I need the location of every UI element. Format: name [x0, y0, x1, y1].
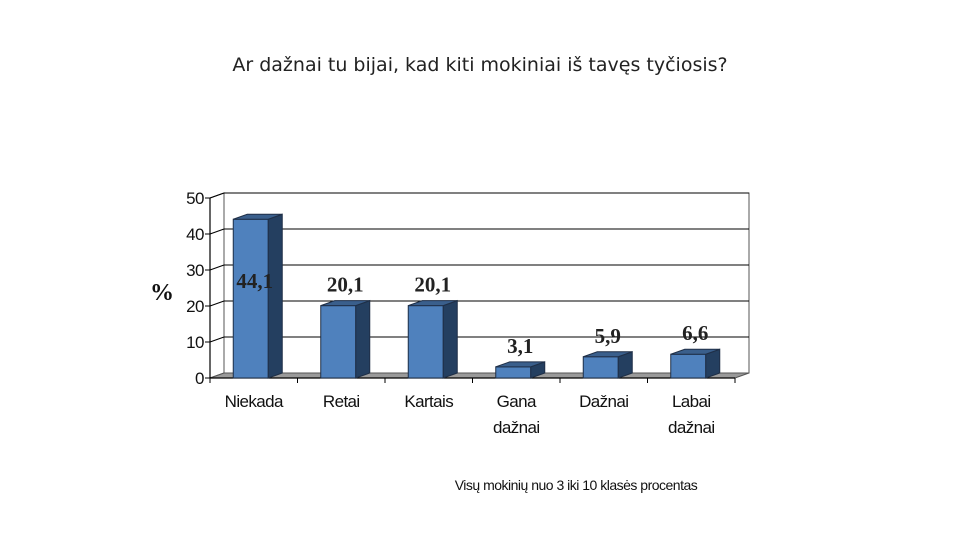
gridline-side	[209, 336, 225, 343]
x-tick-label: dažnai	[668, 418, 715, 437]
data-label: 44,1	[236, 269, 273, 293]
data-label: 20,1	[414, 273, 451, 297]
bar-top	[495, 361, 545, 368]
x-tick-label: Labai	[672, 392, 711, 411]
bar-6	[670, 348, 721, 379]
x-tick-label: Niekada	[225, 392, 284, 411]
gridline-side	[209, 300, 225, 307]
y-tick-label: 40	[186, 225, 204, 244]
data-label: 20,1	[327, 273, 364, 297]
bar-2	[320, 299, 371, 379]
labels: 0 10 20 30 40 50 44,1 Niekada 20,1 Retai 20,1 Karta…	[186, 189, 715, 437]
bar-top	[670, 348, 720, 355]
data-label: 5,9	[595, 324, 621, 348]
bar-side	[267, 213, 283, 379]
x-tick-label: Kartais	[404, 392, 453, 411]
y-tick-label: 30	[186, 261, 204, 280]
bar-front	[495, 366, 532, 379]
bar-1	[232, 213, 283, 379]
bar-3	[407, 299, 458, 379]
slide-title: Ar dažnai tu bijai, kad kiti mokiniai iš…	[232, 54, 728, 76]
x-tick-label: dažnai	[493, 418, 540, 437]
data-label: 6,6	[682, 321, 708, 345]
plot-side-wall	[209, 192, 225, 379]
bar-4	[495, 361, 546, 379]
plot-back-wall	[223, 192, 750, 374]
bars	[232, 213, 721, 379]
bar-front	[407, 305, 444, 379]
bar-front	[582, 356, 619, 379]
gridline-side	[209, 264, 225, 271]
gridline-side	[209, 192, 225, 199]
bar-top	[583, 351, 633, 358]
x-tick-label: Retai	[323, 392, 360, 411]
data-label: 3,1	[507, 334, 533, 358]
bar-top	[408, 300, 458, 307]
bar-front	[670, 353, 707, 379]
bar-top	[320, 300, 370, 307]
plot-area	[205, 192, 750, 383]
y-tick-label: 50	[186, 189, 204, 208]
plot-floor	[209, 372, 750, 379]
y-tick-label: 0	[195, 369, 204, 388]
bar-front	[320, 305, 357, 379]
bar-side	[442, 299, 458, 379]
y-tick-label: 20	[186, 297, 204, 316]
y-axis-label: %	[150, 280, 174, 306]
bar-5	[582, 351, 633, 379]
bar-top	[233, 213, 283, 220]
x-tick-label: Gana	[497, 392, 537, 411]
y-tick-label: 10	[186, 333, 204, 352]
x-tick-label: Dažnai	[579, 392, 628, 411]
bar-side	[355, 299, 371, 379]
chart-note: Visų mokinių nuo 3 iki 10 klasės procent…	[455, 477, 698, 493]
gridline-side	[209, 228, 225, 235]
bar-front	[232, 218, 269, 379]
